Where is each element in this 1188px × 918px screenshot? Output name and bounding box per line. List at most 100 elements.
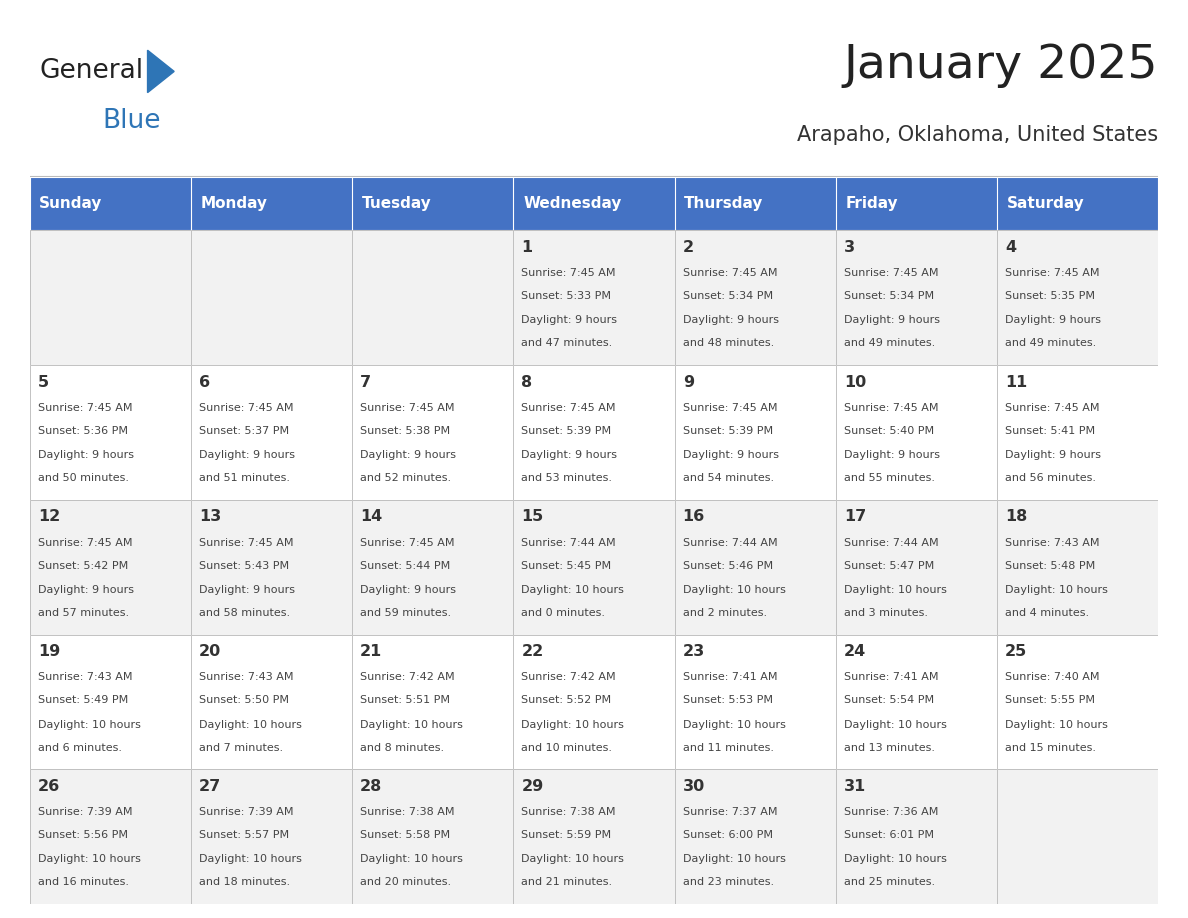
Text: and 23 minutes.: and 23 minutes. — [683, 878, 773, 888]
Text: 26: 26 — [38, 778, 61, 794]
Text: 1: 1 — [522, 240, 532, 255]
Text: 30: 30 — [683, 778, 704, 794]
Text: Daylight: 9 hours: Daylight: 9 hours — [198, 585, 295, 595]
Text: General: General — [39, 59, 144, 84]
Text: and 8 minutes.: and 8 minutes. — [360, 743, 444, 753]
Text: Daylight: 10 hours: Daylight: 10 hours — [1005, 720, 1108, 730]
Text: Sunrise: 7:45 AM: Sunrise: 7:45 AM — [843, 403, 939, 413]
Text: and 0 minutes.: and 0 minutes. — [522, 608, 606, 618]
Text: Daylight: 10 hours: Daylight: 10 hours — [522, 585, 625, 595]
Text: and 56 minutes.: and 56 minutes. — [1005, 473, 1097, 483]
Text: Daylight: 9 hours: Daylight: 9 hours — [38, 585, 134, 595]
Text: Sunrise: 7:45 AM: Sunrise: 7:45 AM — [38, 403, 132, 413]
Text: and 18 minutes.: and 18 minutes. — [198, 878, 290, 888]
Text: Daylight: 10 hours: Daylight: 10 hours — [683, 720, 785, 730]
Text: Sunset: 5:49 PM: Sunset: 5:49 PM — [38, 695, 128, 705]
Text: Daylight: 9 hours: Daylight: 9 hours — [360, 585, 456, 595]
Text: 4: 4 — [1005, 240, 1016, 255]
Text: 9: 9 — [683, 375, 694, 389]
Text: Daylight: 10 hours: Daylight: 10 hours — [360, 720, 463, 730]
Text: Sunrise: 7:40 AM: Sunrise: 7:40 AM — [1005, 673, 1100, 682]
Text: Daylight: 10 hours: Daylight: 10 hours — [683, 855, 785, 865]
Text: Daylight: 10 hours: Daylight: 10 hours — [1005, 585, 1108, 595]
Text: 13: 13 — [198, 509, 221, 524]
Text: Sunset: 5:54 PM: Sunset: 5:54 PM — [843, 695, 934, 705]
Text: Sunset: 5:57 PM: Sunset: 5:57 PM — [198, 830, 289, 840]
Text: Sunset: 5:58 PM: Sunset: 5:58 PM — [360, 830, 450, 840]
Text: 6: 6 — [198, 375, 210, 389]
Text: Sunrise: 7:38 AM: Sunrise: 7:38 AM — [360, 807, 455, 817]
Text: Tuesday: Tuesday — [362, 196, 431, 211]
Text: Daylight: 9 hours: Daylight: 9 hours — [522, 315, 618, 325]
Text: and 2 minutes.: and 2 minutes. — [683, 608, 766, 618]
Text: Sunset: 5:34 PM: Sunset: 5:34 PM — [843, 291, 934, 301]
Text: Sunset: 5:39 PM: Sunset: 5:39 PM — [683, 426, 773, 436]
Text: Sunset: 5:34 PM: Sunset: 5:34 PM — [683, 291, 773, 301]
Text: 5: 5 — [38, 375, 49, 389]
Text: and 49 minutes.: and 49 minutes. — [1005, 338, 1097, 348]
Text: Sunrise: 7:45 AM: Sunrise: 7:45 AM — [198, 538, 293, 548]
Text: Sunset: 5:53 PM: Sunset: 5:53 PM — [683, 695, 772, 705]
Text: Daylight: 10 hours: Daylight: 10 hours — [522, 720, 625, 730]
Text: Saturday: Saturday — [1006, 196, 1085, 211]
Text: 29: 29 — [522, 778, 544, 794]
Text: Sunset: 5:47 PM: Sunset: 5:47 PM — [843, 561, 934, 571]
Text: Sunrise: 7:43 AM: Sunrise: 7:43 AM — [1005, 538, 1100, 548]
Text: Daylight: 10 hours: Daylight: 10 hours — [360, 855, 463, 865]
Text: and 25 minutes.: and 25 minutes. — [843, 878, 935, 888]
Text: 20: 20 — [198, 644, 221, 659]
Text: Sunset: 5:52 PM: Sunset: 5:52 PM — [522, 695, 612, 705]
Text: January 2025: January 2025 — [843, 43, 1158, 88]
Text: and 16 minutes.: and 16 minutes. — [38, 878, 128, 888]
Text: Sunrise: 7:41 AM: Sunrise: 7:41 AM — [843, 673, 939, 682]
Text: 14: 14 — [360, 509, 383, 524]
Text: Sunrise: 7:45 AM: Sunrise: 7:45 AM — [1005, 403, 1100, 413]
Text: and 21 minutes.: and 21 minutes. — [522, 878, 613, 888]
Text: 3: 3 — [843, 240, 855, 255]
Text: Sunset: 5:41 PM: Sunset: 5:41 PM — [1005, 426, 1095, 436]
Text: Daylight: 10 hours: Daylight: 10 hours — [198, 720, 302, 730]
Text: Sunrise: 7:38 AM: Sunrise: 7:38 AM — [522, 807, 615, 817]
Text: and 6 minutes.: and 6 minutes. — [38, 743, 121, 753]
Text: Sunrise: 7:45 AM: Sunrise: 7:45 AM — [38, 538, 132, 548]
Text: Sunrise: 7:39 AM: Sunrise: 7:39 AM — [38, 807, 132, 817]
Text: 28: 28 — [360, 778, 383, 794]
Text: Sunset: 5:39 PM: Sunset: 5:39 PM — [522, 426, 612, 436]
Text: Daylight: 10 hours: Daylight: 10 hours — [38, 720, 140, 730]
Text: Sunrise: 7:45 AM: Sunrise: 7:45 AM — [198, 403, 293, 413]
Text: Sunday: Sunday — [39, 196, 102, 211]
Text: Wednesday: Wednesday — [523, 196, 621, 211]
Text: Daylight: 9 hours: Daylight: 9 hours — [1005, 450, 1101, 460]
Text: and 13 minutes.: and 13 minutes. — [843, 743, 935, 753]
Text: Monday: Monday — [201, 196, 267, 211]
Text: Sunrise: 7:45 AM: Sunrise: 7:45 AM — [522, 268, 615, 278]
Text: 19: 19 — [38, 644, 61, 659]
Text: Thursday: Thursday — [684, 196, 764, 211]
Text: Sunset: 5:59 PM: Sunset: 5:59 PM — [522, 830, 612, 840]
Text: Sunrise: 7:43 AM: Sunrise: 7:43 AM — [198, 673, 293, 682]
Text: Daylight: 10 hours: Daylight: 10 hours — [843, 720, 947, 730]
Text: Daylight: 10 hours: Daylight: 10 hours — [198, 855, 302, 865]
Text: Sunset: 5:46 PM: Sunset: 5:46 PM — [683, 561, 773, 571]
Text: 12: 12 — [38, 509, 61, 524]
Text: and 53 minutes.: and 53 minutes. — [522, 473, 613, 483]
Text: Daylight: 10 hours: Daylight: 10 hours — [843, 855, 947, 865]
Text: 16: 16 — [683, 509, 704, 524]
Text: Sunset: 5:43 PM: Sunset: 5:43 PM — [198, 561, 289, 571]
Text: Sunset: 6:00 PM: Sunset: 6:00 PM — [683, 830, 772, 840]
Text: and 59 minutes.: and 59 minutes. — [360, 608, 451, 618]
Text: and 10 minutes.: and 10 minutes. — [522, 743, 613, 753]
Text: 18: 18 — [1005, 509, 1028, 524]
Text: 27: 27 — [198, 778, 221, 794]
Text: 21: 21 — [360, 644, 383, 659]
Text: and 11 minutes.: and 11 minutes. — [683, 743, 773, 753]
Text: Sunset: 6:01 PM: Sunset: 6:01 PM — [843, 830, 934, 840]
Text: Sunrise: 7:42 AM: Sunrise: 7:42 AM — [360, 673, 455, 682]
Text: Daylight: 9 hours: Daylight: 9 hours — [360, 450, 456, 460]
Text: Sunrise: 7:45 AM: Sunrise: 7:45 AM — [683, 268, 777, 278]
Text: and 15 minutes.: and 15 minutes. — [1005, 743, 1097, 753]
Text: and 7 minutes.: and 7 minutes. — [198, 743, 283, 753]
Text: Sunrise: 7:44 AM: Sunrise: 7:44 AM — [522, 538, 617, 548]
Text: Arapaho, Oklahoma, United States: Arapaho, Oklahoma, United States — [797, 125, 1158, 145]
Text: and 57 minutes.: and 57 minutes. — [38, 608, 128, 618]
